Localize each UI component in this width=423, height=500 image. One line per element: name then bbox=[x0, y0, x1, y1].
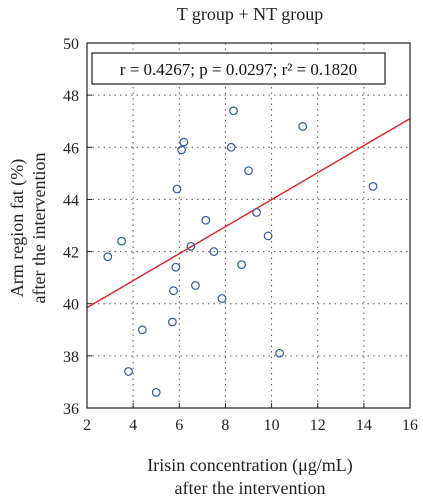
data-point bbox=[179, 137, 189, 147]
grid bbox=[87, 43, 410, 408]
x-tick-label: 10 bbox=[264, 417, 280, 434]
y-tick-label: 44 bbox=[63, 192, 79, 209]
data-point bbox=[263, 231, 273, 241]
y-tick-label: 46 bbox=[63, 140, 79, 157]
data-point bbox=[177, 145, 186, 155]
y-axis-label: Arm region fat (%) after the interventio… bbox=[7, 153, 49, 304]
y-tick-label: 42 bbox=[63, 245, 79, 262]
data-point bbox=[103, 252, 113, 262]
y-tick-label: 36 bbox=[63, 401, 79, 418]
data-point bbox=[368, 181, 378, 191]
regression-line bbox=[86, 118, 411, 309]
x-tick-label: 2 bbox=[83, 417, 91, 434]
data-points bbox=[103, 72, 378, 397]
data-point bbox=[171, 262, 181, 272]
data-point bbox=[186, 241, 196, 251]
y-tick-label: 48 bbox=[63, 88, 79, 105]
y-axis-label-line2: after the intervention bbox=[29, 153, 49, 304]
x-tick-label: 6 bbox=[175, 417, 183, 434]
data-point bbox=[237, 260, 246, 270]
data-point bbox=[124, 367, 133, 376]
x-tick-label: 4 bbox=[129, 417, 137, 434]
data-point bbox=[172, 184, 182, 194]
chart-title: T group + NT group bbox=[177, 4, 323, 24]
x-axis-label-line1: Irisin concentration (μg/mL) bbox=[147, 455, 353, 476]
x-tick-label: 16 bbox=[402, 417, 418, 434]
data-point bbox=[217, 294, 227, 303]
data-point bbox=[252, 208, 261, 217]
x-axis-label-line2: after the intervention bbox=[175, 478, 326, 498]
plot-frame bbox=[86, 42, 411, 409]
x-tick-label: 8 bbox=[221, 417, 229, 434]
data-point bbox=[169, 286, 178, 296]
data-point bbox=[244, 166, 253, 176]
data-point bbox=[201, 215, 211, 225]
data-point bbox=[226, 142, 236, 152]
stats-annotation: r = 0.4267; p = 0.0297; r² = 0.1820 bbox=[120, 60, 357, 79]
x-tick-label: 14 bbox=[356, 417, 372, 434]
data-point bbox=[117, 236, 127, 246]
data-point bbox=[275, 348, 285, 358]
data-point bbox=[137, 325, 147, 335]
data-point bbox=[229, 106, 238, 116]
data-point bbox=[167, 317, 177, 327]
y-tick-label: 50 bbox=[63, 36, 79, 53]
stats-box: r = 0.4267; p = 0.0297; r² = 0.1820 bbox=[91, 52, 386, 85]
data-point bbox=[191, 281, 200, 290]
y-axis-label-line1: Arm region fat (%) bbox=[7, 159, 28, 297]
x-tick-label: 12 bbox=[310, 417, 326, 434]
y-tick-label: 38 bbox=[63, 349, 79, 366]
data-point bbox=[298, 122, 308, 131]
stats-box-border bbox=[91, 52, 386, 85]
y-tick-label: 40 bbox=[63, 297, 79, 314]
data-point bbox=[209, 247, 219, 256]
data-point bbox=[151, 387, 161, 397]
